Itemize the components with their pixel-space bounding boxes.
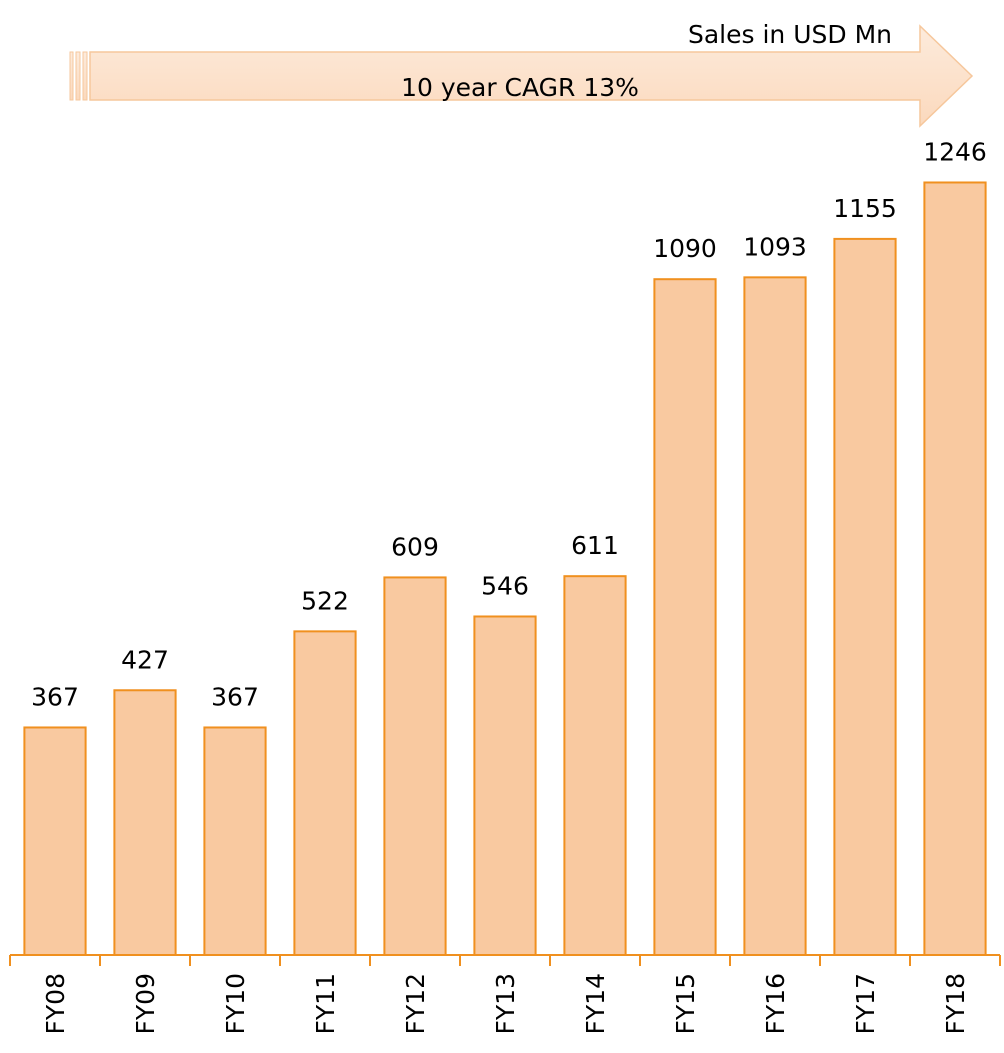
data-label: 611: [571, 531, 619, 560]
bar: [203, 726, 267, 957]
cagr-arrow: [69, 24, 974, 128]
x-tick-label: FY16: [761, 973, 790, 1034]
data-label: 1246: [923, 137, 987, 166]
data-label: 1090: [653, 234, 717, 263]
x-tick-label: FY09: [131, 973, 160, 1034]
bar: [113, 689, 177, 956]
x-tick-label: FY14: [581, 973, 610, 1034]
data-label: 1093: [743, 232, 807, 261]
data-label: 609: [391, 532, 439, 561]
bar: [383, 576, 447, 956]
bar: [833, 237, 897, 956]
x-tick-label: FY08: [41, 973, 70, 1034]
annotation: 10 year CAGR 13%: [401, 73, 639, 102]
data-label: 546: [481, 571, 529, 600]
bar: [23, 726, 87, 957]
x-tick-label: FY11: [311, 973, 340, 1034]
data-label: 427: [121, 645, 169, 674]
bar: [923, 181, 987, 957]
x-tick-label: FY18: [941, 973, 970, 1034]
x-tick-label: FY17: [851, 973, 880, 1034]
chart-title: Sales in USD Mn: [688, 20, 892, 49]
data-label: 367: [211, 682, 259, 711]
bar: [293, 630, 357, 956]
x-tick-label: FY10: [221, 973, 250, 1034]
bar: [743, 276, 807, 956]
data-label: 367: [31, 682, 79, 711]
x-tick-label: FY12: [401, 973, 430, 1034]
x-tick-label: FY15: [671, 973, 700, 1034]
data-label: 522: [301, 586, 349, 615]
bar: [473, 615, 537, 956]
bar: [653, 278, 717, 956]
x-tick-label: FY13: [491, 973, 520, 1034]
bar: [563, 575, 627, 956]
data-label: 1155: [833, 194, 897, 223]
